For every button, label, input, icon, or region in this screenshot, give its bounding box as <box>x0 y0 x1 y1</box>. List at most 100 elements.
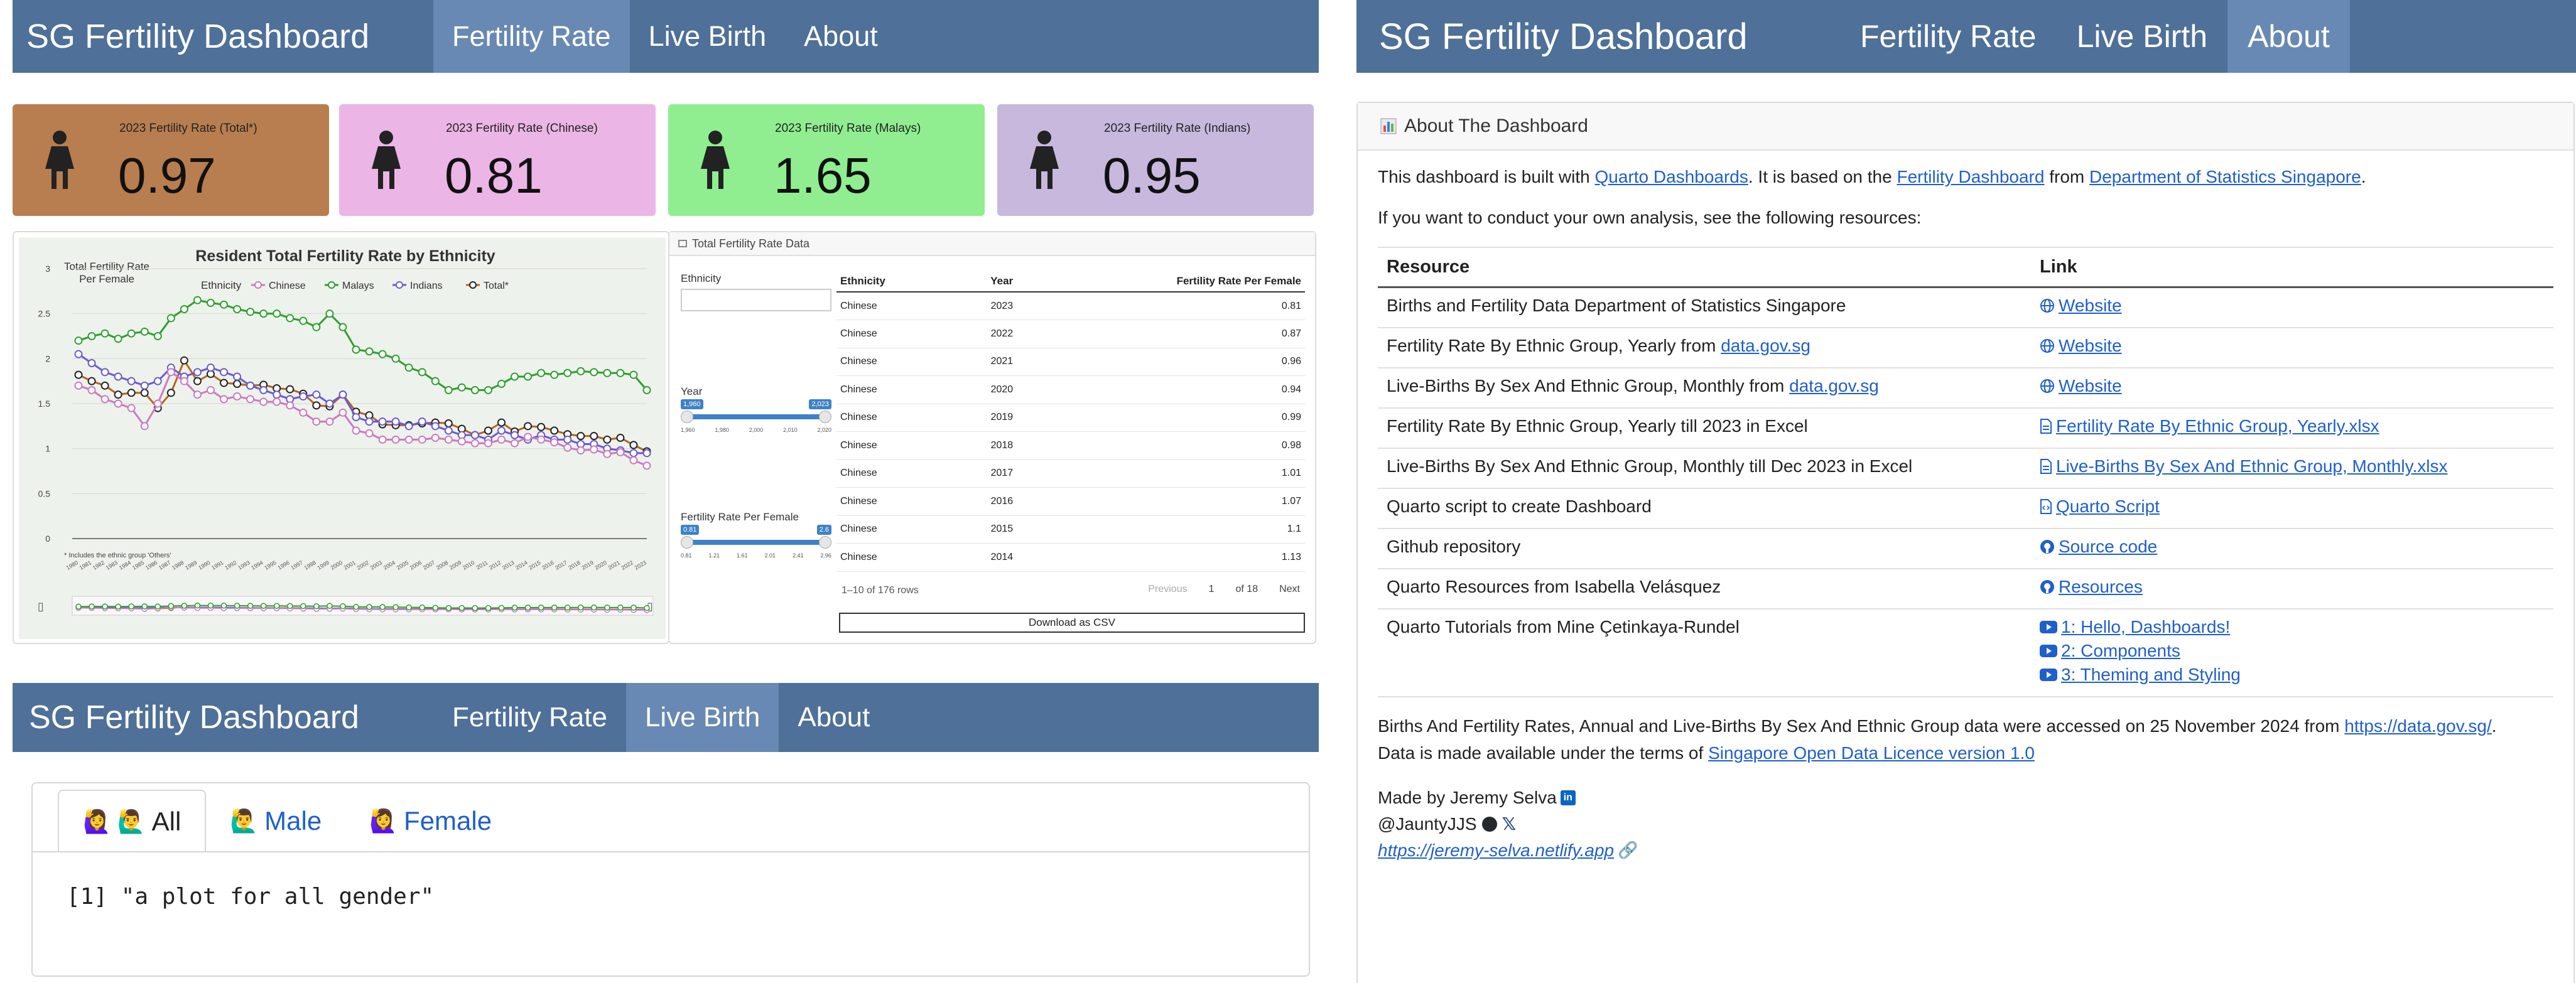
data-point[interactable] <box>233 372 242 381</box>
data-point[interactable] <box>537 422 546 431</box>
data-point[interactable] <box>484 439 492 448</box>
col-year[interactable]: Year <box>951 271 1017 293</box>
data-point[interactable] <box>563 435 572 444</box>
data-point[interactable] <box>563 368 572 377</box>
data-point[interactable] <box>325 399 334 408</box>
data-point[interactable] <box>497 379 506 388</box>
dos-singapore-link[interactable]: Department of Statistics Singapore <box>2089 167 2361 186</box>
data-point[interactable] <box>418 435 426 444</box>
data-point[interactable] <box>352 345 360 354</box>
data-point[interactable] <box>286 401 295 410</box>
data-point[interactable] <box>273 390 281 399</box>
fertility-dashboard-link[interactable]: Fertility Dashboard <box>1897 167 2045 186</box>
data-point[interactable] <box>365 429 374 438</box>
data-point[interactable] <box>391 417 400 426</box>
data-point[interactable] <box>220 395 229 404</box>
data-point[interactable] <box>642 449 651 458</box>
data-point[interactable] <box>193 390 202 399</box>
data-point[interactable] <box>511 439 519 448</box>
data-point[interactable] <box>140 389 149 397</box>
data-point[interactable] <box>206 298 215 307</box>
col-rate[interactable]: Fertility Rate Per Female <box>1017 271 1305 293</box>
data-point[interactable] <box>524 432 533 441</box>
data-point[interactable] <box>590 368 598 377</box>
resource-link[interactable]: 2: Components <box>2040 641 2545 661</box>
data-point[interactable] <box>484 426 492 435</box>
rate-slider[interactable]: 0.81 2.6 0.81 1.21 1.61 2.01 2.41 2.96 <box>681 525 831 569</box>
nav-about[interactable]: About <box>804 20 878 52</box>
data-point[interactable] <box>537 368 546 377</box>
data-point[interactable] <box>153 377 162 385</box>
data-point[interactable] <box>87 386 96 394</box>
col-ethnicity[interactable]: Ethnicity <box>836 271 951 293</box>
year-slider[interactable]: 1,960 2,023 1,960 1,980 2,000 2,010 2,02… <box>681 399 831 443</box>
data-point[interactable] <box>74 336 83 345</box>
tab-female[interactable]: 🙋‍♀️ Female <box>345 790 516 852</box>
data-point[interactable] <box>233 305 242 313</box>
resource-link[interactable]: Fertility Rate By Ethnic Group, Yearly.x… <box>2040 416 2545 436</box>
data-point[interactable] <box>114 399 122 408</box>
brand-title[interactable]: SG Fertility Dashboard <box>26 18 370 55</box>
data-point[interactable] <box>140 422 149 431</box>
data-point[interactable] <box>140 327 149 336</box>
data-point[interactable] <box>352 426 360 435</box>
data-point[interactable] <box>550 438 559 447</box>
fertility-line-chart[interactable]: Resident Total Fertility Rate by Ethnici… <box>19 237 666 639</box>
resource-link[interactable]: 1: Hello, Dashboards! <box>2040 617 2545 637</box>
data-point[interactable] <box>299 408 308 417</box>
data-point[interactable] <box>273 309 281 318</box>
data-point[interactable] <box>470 439 479 448</box>
data-point[interactable] <box>616 433 625 442</box>
data-point[interactable] <box>550 426 559 435</box>
brand-title[interactable]: SG Fertility Dashboard <box>29 699 359 736</box>
data-point[interactable] <box>193 377 202 385</box>
data-point[interactable] <box>457 437 466 446</box>
data-point[interactable] <box>404 422 413 431</box>
page-current[interactable]: 1 <box>1208 584 1215 594</box>
quarto-dashboards-link[interactable]: Quarto Dashboards <box>1594 167 1748 186</box>
data-point[interactable] <box>524 422 533 431</box>
data-point[interactable] <box>259 386 268 394</box>
data-point[interactable] <box>576 367 585 375</box>
data-point[interactable] <box>312 390 321 399</box>
data-point[interactable] <box>404 363 413 372</box>
open-data-licence-link[interactable]: Singapore Open Data Licence version 1.0 <box>1708 743 2035 763</box>
data-point[interactable] <box>431 422 440 431</box>
data-point[interactable] <box>114 372 122 381</box>
filter-ethnicity-input[interactable] <box>681 289 831 311</box>
data-point[interactable] <box>338 408 347 417</box>
resource-link[interactable]: Quarto Script <box>2040 497 2545 517</box>
prev-button[interactable]: Previous <box>1148 584 1188 594</box>
data-point[interactable] <box>286 314 295 323</box>
data-point[interactable] <box>524 372 533 381</box>
data-point[interactable] <box>431 377 440 385</box>
data-point[interactable] <box>352 413 360 421</box>
data-point[interactable] <box>127 329 136 338</box>
data-point[interactable] <box>153 332 162 340</box>
data-point[interactable] <box>576 446 585 455</box>
range-handle-right[interactable]: ▯ <box>647 600 653 613</box>
data-point[interactable] <box>511 372 519 381</box>
data-point[interactable] <box>233 392 242 401</box>
data-gov-link[interactable]: https://data.gov.sg/ <box>2344 716 2492 736</box>
legend-label[interactable]: Indians <box>410 281 443 291</box>
rate-slider-handle-max[interactable] <box>819 536 831 549</box>
data-point[interactable] <box>100 368 109 377</box>
github-icon[interactable] <box>1481 816 1497 832</box>
resource-link[interactable]: Live-Births By Sex And Ethnic Group, Mon… <box>2040 456 2545 476</box>
data-point[interactable] <box>114 390 122 399</box>
nav-fertility-rate[interactable]: Fertility Rate <box>1860 19 2037 54</box>
nav-about[interactable]: About <box>798 702 870 733</box>
data-point[interactable] <box>418 368 426 377</box>
data-point[interactable] <box>259 397 268 406</box>
data-point[interactable] <box>325 417 334 426</box>
next-button[interactable]: Next <box>1279 584 1300 594</box>
data-point[interactable] <box>391 435 400 444</box>
nav-about[interactable]: About <box>2227 0 2350 73</box>
data-point[interactable] <box>457 383 466 392</box>
data-point[interactable] <box>220 300 229 309</box>
data-point[interactable] <box>470 431 479 439</box>
data-point[interactable] <box>338 323 347 331</box>
data-point[interactable] <box>497 426 506 435</box>
resource-link[interactable]: 3: Theming and Styling <box>2040 665 2545 685</box>
